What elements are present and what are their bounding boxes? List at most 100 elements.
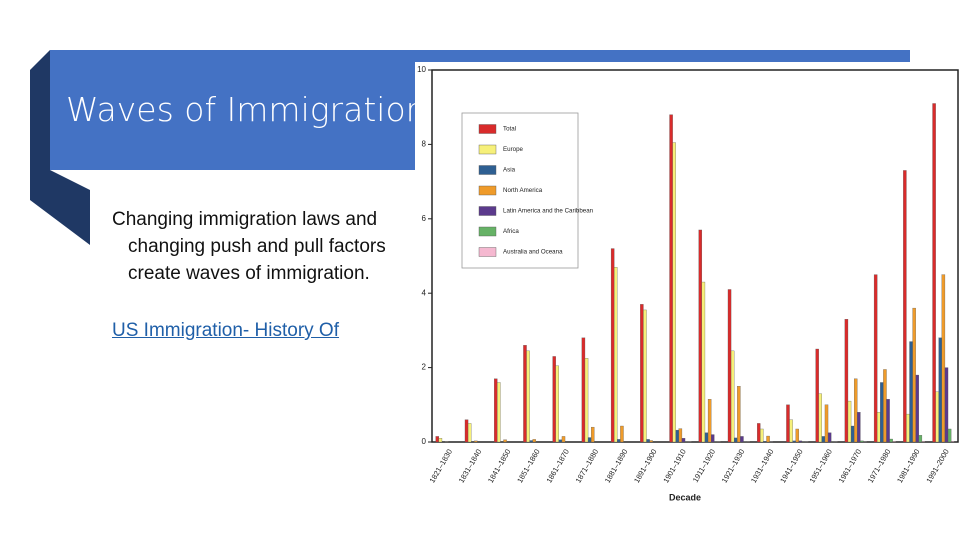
bar [497,382,501,443]
bar [857,412,861,443]
bar [860,440,864,443]
bar [730,350,735,443]
y-tick-label: 2 [422,363,427,372]
bar [892,441,896,443]
legend-swatch [478,144,497,155]
bar [847,400,852,443]
bar [760,428,764,443]
bar [798,440,803,443]
bar [587,437,592,443]
bar [523,345,527,443]
bar [854,378,858,443]
bar [646,439,650,443]
bar [643,309,647,443]
bar [529,440,533,443]
bar [792,440,796,443]
bar [581,337,586,443]
legend-swatch [478,247,497,257]
bar [678,428,683,443]
legend-label: Asia [503,167,516,174]
bar [786,404,790,443]
legend-label: Australia and Oceana [503,249,563,256]
legend-label: North America [503,187,543,194]
bar [467,423,472,443]
bar [591,426,595,443]
bar [821,436,826,443]
bar [672,142,676,443]
bar [584,358,589,443]
bar [435,436,440,443]
bar [883,369,887,443]
legend-label: Europe [503,146,524,153]
legend-swatch [478,226,497,237]
bar [707,399,712,443]
bar [886,399,890,443]
y-tick-label: 0 [422,437,427,446]
bar [903,170,907,443]
bar [938,337,942,443]
bar [932,103,936,443]
bar [558,439,563,443]
bar [474,440,478,443]
bar [935,391,939,443]
bar [827,432,832,443]
bar [889,438,893,443]
legend-label: Latin America and the Caribbean [503,208,594,215]
bar [438,438,443,443]
bar [701,281,706,443]
x-axis-title: Decade [669,492,701,502]
bar [698,229,703,443]
bar [649,440,653,443]
bar [734,437,738,443]
bar [873,274,878,443]
bar [947,428,952,443]
bar [464,419,469,443]
bar [795,428,799,443]
bar [704,432,709,443]
bar [561,436,566,443]
bar [740,436,744,443]
plot-frame [431,69,959,443]
bullet-text: Changing immigration laws and changing p… [112,209,386,284]
bar [711,434,715,443]
bar [610,248,615,443]
bar [915,374,919,443]
bar [614,267,618,443]
bar [941,274,946,443]
bar [763,441,767,443]
bar [617,439,621,443]
ribbon [30,50,90,245]
legend-swatch [478,165,497,175]
bar [503,439,507,443]
y-tick-label: 6 [422,214,427,223]
bar [727,289,732,443]
bar [909,341,913,443]
bar [555,365,559,443]
legend-swatch [478,185,497,196]
bar [850,425,855,443]
bar [844,319,849,443]
bar [552,356,556,443]
bar [532,439,536,443]
bar [880,382,884,443]
bar [675,429,679,443]
slide-title: Waves of Immigration [66,90,427,129]
bar [824,404,829,443]
y-tick-label: 4 [422,288,427,297]
bar [877,412,881,443]
bar [766,435,770,443]
bar [918,435,923,443]
link[interactable]: US Immigration- History Of [112,320,339,341]
bar [944,367,949,443]
legend-box [461,112,579,269]
y-tick-label: 10 [417,65,426,74]
bar [906,413,910,443]
bar [815,348,819,443]
legend-label: Total [503,126,516,133]
bar [669,114,673,443]
bar [620,425,624,443]
legend-swatch [478,124,497,134]
bar [526,350,530,443]
